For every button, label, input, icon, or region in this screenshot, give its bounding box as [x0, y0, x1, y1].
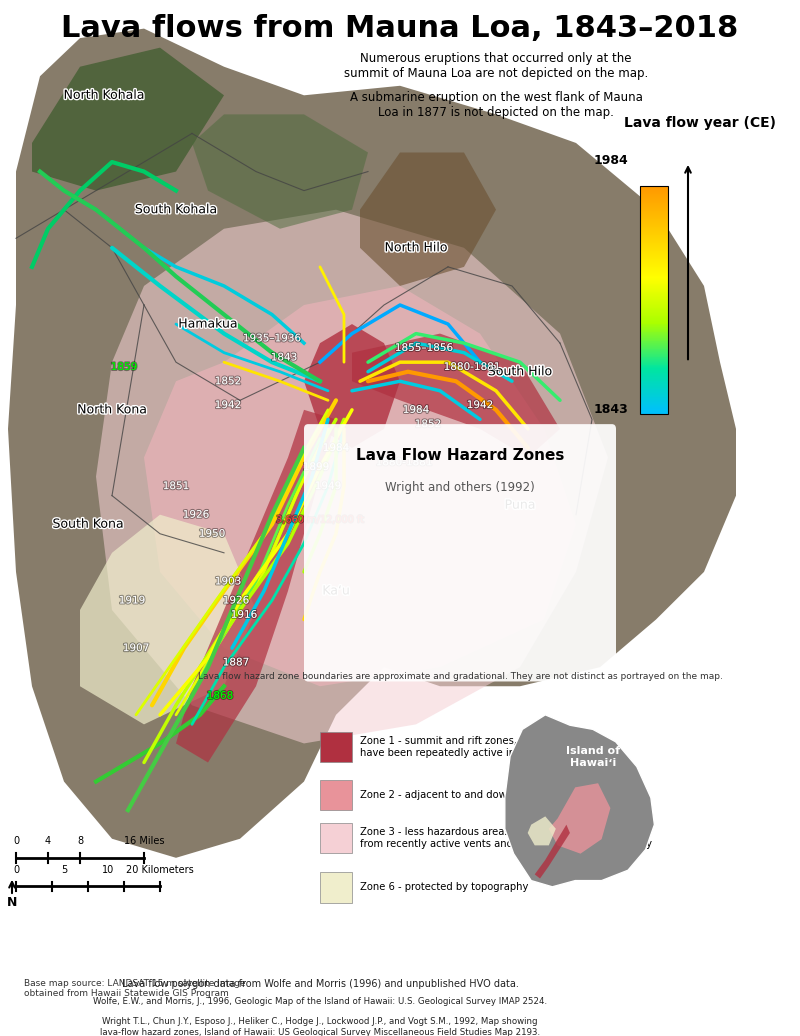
Text: Kaʻu: Kaʻu	[322, 584, 350, 598]
Text: 1935–1936: 1935–1936	[243, 334, 301, 343]
Polygon shape	[304, 324, 400, 448]
Polygon shape	[96, 209, 608, 744]
Text: A submarine eruption on the west flank of Mauna
Loa in 1877 is not depicted on t: A submarine eruption on the west flank o…	[350, 90, 642, 118]
Polygon shape	[144, 286, 576, 686]
Text: 1899: 1899	[302, 462, 330, 472]
Polygon shape	[534, 825, 570, 879]
Polygon shape	[32, 48, 224, 191]
Text: 1880-1881: 1880-1881	[376, 457, 432, 467]
Text: North Kona: North Kona	[77, 403, 147, 416]
Text: Hamakua: Hamakua	[178, 318, 238, 330]
Text: Zone 1 - summit and rift zones, where vents
have been repeatedly active in histo: Zone 1 - summit and rift zones, where ve…	[360, 737, 590, 758]
Text: N: N	[7, 896, 17, 909]
Text: Puna: Puna	[505, 498, 535, 512]
Text: Numerous eruptions that occurred only at the
summit of Mauna Loa are not depicte: Numerous eruptions that occurred only at…	[344, 53, 648, 81]
Text: Zone 2 - adjacent to and downslope of Zone 1: Zone 2 - adjacent to and downslope of Zo…	[360, 789, 590, 800]
Text: 1851: 1851	[162, 481, 190, 491]
Text: 1903: 1903	[215, 576, 241, 586]
Text: Island of
Hawaiʻi: Island of Hawaiʻi	[566, 746, 620, 768]
Polygon shape	[352, 334, 560, 458]
Text: 1942: 1942	[466, 400, 494, 410]
Text: 16 Miles: 16 Miles	[124, 836, 164, 846]
Text: 1852: 1852	[414, 420, 442, 429]
Text: South Kona: South Kona	[53, 518, 123, 530]
Text: Base map source: LANDSAT 15 m satellite image
obtained from Hawaii Statewide GIS: Base map source: LANDSAT 15 m satellite …	[24, 979, 246, 999]
Text: 0: 0	[13, 836, 19, 846]
Polygon shape	[528, 816, 556, 845]
Text: South Hilo: South Hilo	[488, 366, 552, 378]
Text: 4: 4	[45, 836, 51, 846]
Bar	[320, 872, 352, 902]
Text: 8: 8	[77, 836, 83, 846]
Text: Lava Flow Hazard Zones: Lava Flow Hazard Zones	[356, 448, 564, 463]
Text: Wright and others (1992): Wright and others (1992)	[385, 482, 535, 494]
Text: 1984: 1984	[402, 405, 430, 414]
Bar	[320, 732, 352, 762]
Text: South Kohala: South Kohala	[135, 203, 217, 217]
Text: 1859: 1859	[110, 362, 138, 372]
Text: North Kohala: North Kohala	[63, 89, 145, 102]
Text: 1926: 1926	[222, 596, 250, 605]
Text: 1916: 1916	[230, 610, 258, 620]
Text: 1942: 1942	[214, 400, 242, 410]
Text: 3,660 m/12,000 ft: 3,660 m/12,000 ft	[276, 515, 364, 524]
Bar	[320, 780, 352, 810]
Text: 5: 5	[61, 865, 67, 875]
Polygon shape	[8, 29, 736, 858]
Text: 1843: 1843	[270, 352, 298, 363]
Text: Wolfe, E.W., and Morris, J., 1996, Geologic Map of the Island of Hawaii: U.S. Ge: Wolfe, E.W., and Morris, J., 1996, Geolo…	[93, 997, 547, 1006]
Text: 20 Kilometers: 20 Kilometers	[126, 865, 194, 875]
Polygon shape	[549, 783, 610, 854]
Text: Lava flow polygon data from Wolfe and Morris (1996) and unpublished HVO data.: Lava flow polygon data from Wolfe and Mo…	[122, 979, 518, 989]
Text: 1855–1856: 1855–1856	[395, 343, 453, 353]
Polygon shape	[360, 152, 496, 286]
Polygon shape	[176, 410, 336, 762]
Bar	[320, 823, 352, 853]
Text: 1984: 1984	[594, 154, 628, 167]
Text: 1843: 1843	[594, 403, 628, 415]
FancyBboxPatch shape	[304, 424, 616, 682]
Text: 1887: 1887	[222, 658, 250, 667]
Text: 1880-1881: 1880-1881	[444, 362, 500, 372]
Text: Zone 6 - protected by topography: Zone 6 - protected by topography	[360, 883, 528, 892]
Text: 1949: 1949	[314, 481, 342, 491]
Text: Lava flows from Mauna Loa, 1843–2018: Lava flows from Mauna Loa, 1843–2018	[62, 15, 738, 44]
Text: Lava flow year (CE): Lava flow year (CE)	[624, 115, 776, 130]
Text: 1907: 1907	[123, 643, 149, 653]
Polygon shape	[505, 715, 654, 887]
Text: 0: 0	[13, 865, 19, 875]
Text: 1868: 1868	[206, 691, 234, 700]
Text: Wright T.L., Chun J.Y., Esposo J., Heliker C., Hodge J., Lockwood J.P., and Vogt: Wright T.L., Chun J.Y., Esposo J., Helik…	[100, 1017, 540, 1036]
Text: Zone 3 - less hazardous areas due to greater distance
from recently active vents: Zone 3 - less hazardous areas due to gre…	[360, 827, 652, 848]
Text: 1852: 1852	[214, 376, 242, 386]
Polygon shape	[80, 515, 256, 724]
Text: Lava flow hazard zone boundaries are approximate and gradational. They are not d: Lava flow hazard zone boundaries are app…	[198, 672, 722, 681]
Text: 1919: 1919	[118, 596, 146, 605]
Text: 1950: 1950	[199, 528, 225, 539]
Polygon shape	[192, 114, 368, 229]
Text: 1926: 1926	[182, 510, 210, 520]
Text: 1984: 1984	[322, 443, 350, 453]
Text: 10: 10	[102, 865, 114, 875]
Text: North Hilo: North Hilo	[385, 241, 447, 254]
